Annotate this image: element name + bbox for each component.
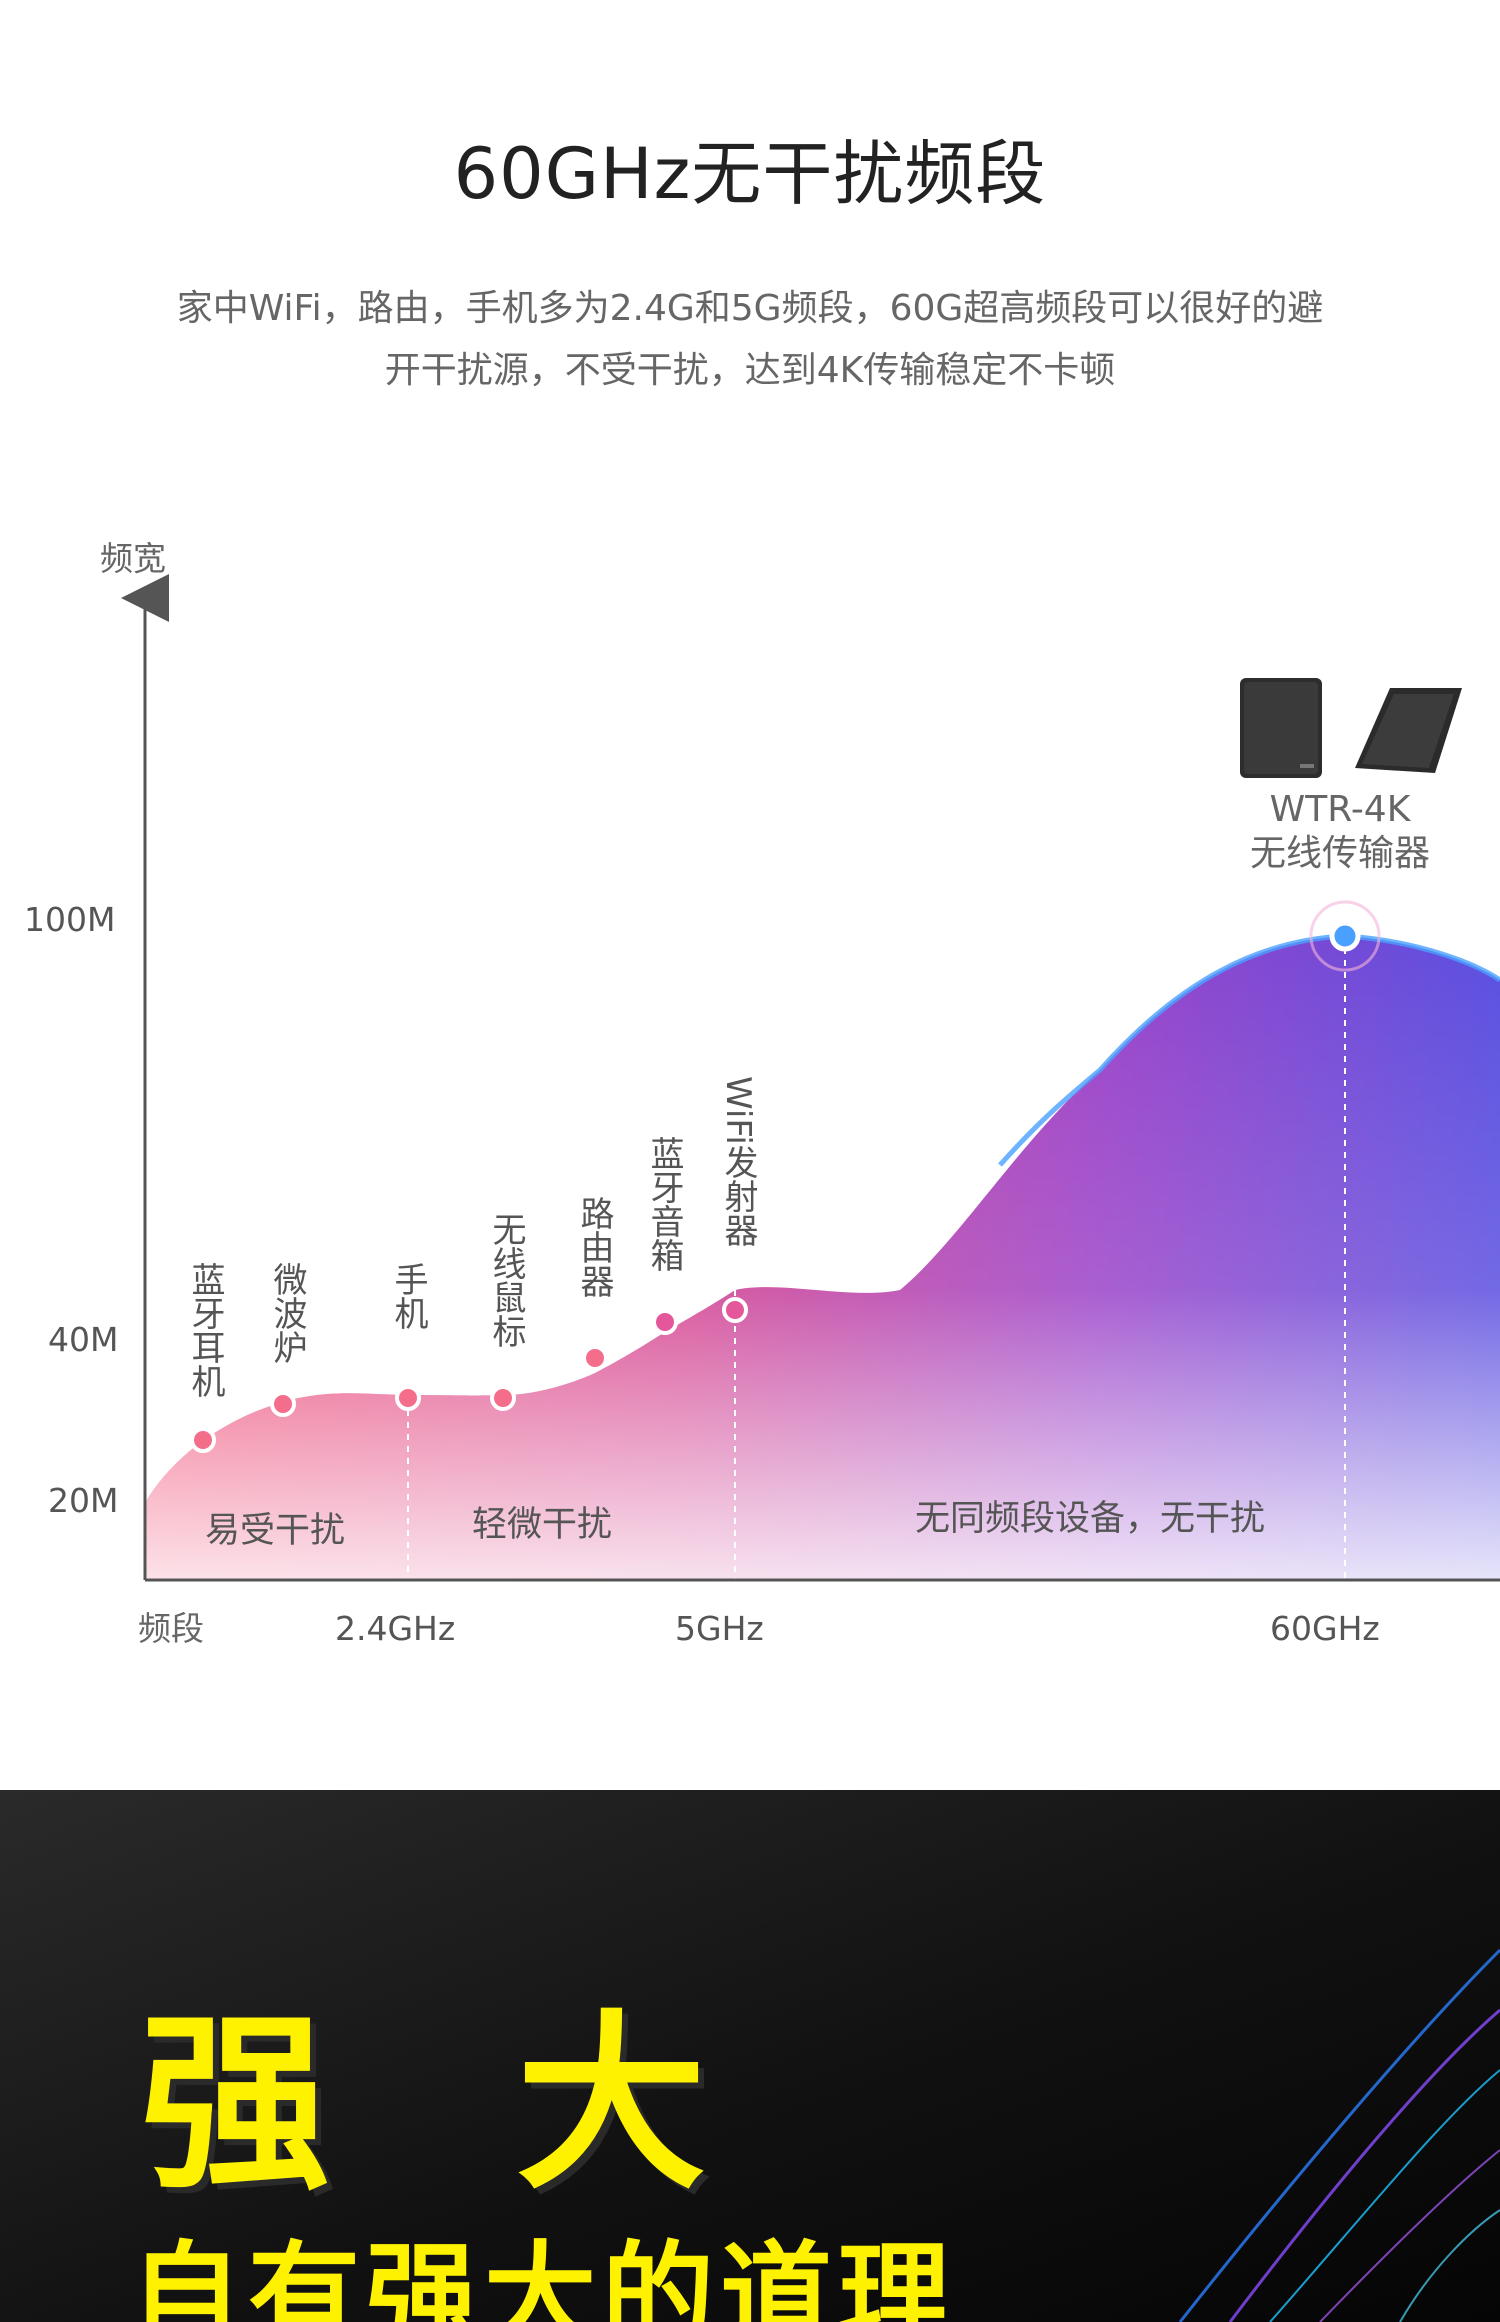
point-bluetooth-speaker	[652, 1309, 678, 1335]
point-wireless-mouse	[490, 1385, 516, 1411]
zone-label-light: 轻微干扰	[472, 1505, 612, 1545]
promo-banner: 强 大 自有强大的道理	[0, 1790, 1500, 2322]
label-bluetooth-earphone: 蓝牙耳机	[185, 1262, 225, 1398]
zone-label-heavy: 易受干扰	[205, 1511, 345, 1551]
subtitle-line-2: 开干扰源，不受干扰，达到4K传输稳定不卡顿	[384, 350, 1116, 391]
area-line	[998, 933, 1500, 1167]
page-subtitle: 家中WiFi，路由，手机多为2.4G和5G频段，60G超高频段可以很好的避 开干…	[95, 278, 1405, 402]
x-tick-5ghz: 5GHz	[675, 1609, 764, 1648]
chart-svg: 频宽 频段 100M 40M 20M 2.4GHz 5GHz 60GHz 易受干…	[24, 539, 1500, 1648]
bandwidth-chart: 频宽 频段 100M 40M 20M 2.4GHz 5GHz 60GHz 易受干…	[0, 500, 1500, 1690]
subtitle-line-1: 家中WiFi，路由，手机多为2.4G和5G频段，60G超高频段可以很好的避	[176, 288, 1324, 329]
x-axis-title: 频段	[138, 1609, 204, 1648]
label-wifi-transmitter: WiFi发射器	[718, 1076, 758, 1247]
label-microwave: 微波炉	[267, 1262, 307, 1364]
banner-title: 强 大	[140, 1994, 767, 2215]
device-name: WTR-4K	[1269, 789, 1411, 830]
y-tick-100m: 100M	[24, 900, 115, 939]
x-tick-2-4ghz: 2.4GHz	[335, 1609, 455, 1648]
banner-subtitle: 自有强大的道理	[130, 2231, 956, 2322]
label-wireless-mouse: 无线鼠标	[486, 1212, 526, 1348]
y-axis-title: 频宽	[100, 539, 166, 578]
device-desc: 无线传输器	[1249, 833, 1430, 874]
point-labels: 蓝牙耳机 微波炉 手机 无线鼠标 路由器 蓝牙音箱 WiFi发射器	[185, 1076, 758, 1398]
device-label: WTR-4K 无线传输器	[1190, 788, 1490, 876]
x-tick-60ghz: 60GHz	[1270, 1609, 1380, 1648]
point-wtr-4k	[1329, 920, 1361, 952]
point-wifi-transmitter	[722, 1297, 748, 1323]
point-wtr-4k-glow	[1309, 900, 1381, 972]
device-svg	[1240, 678, 1462, 778]
page-title: 60GHz无干扰频段	[453, 133, 1047, 215]
area-fade	[145, 936, 1500, 1580]
label-bluetooth-speaker: 蓝牙音箱	[644, 1136, 684, 1272]
y-tick-20m: 20M	[48, 1481, 118, 1520]
receiver-device-icon	[1240, 678, 1322, 778]
point-microwave	[270, 1391, 296, 1417]
device-images	[1230, 678, 1470, 788]
label-router: 路由器	[574, 1196, 614, 1298]
point-router	[582, 1345, 608, 1371]
label-phone: 手机	[388, 1262, 428, 1330]
y-tick-40m: 40M	[48, 1320, 118, 1359]
point-phone	[395, 1385, 421, 1411]
transmitter-device-icon	[1355, 688, 1462, 773]
point-bluetooth-earphone	[190, 1427, 216, 1453]
point-markers	[190, 900, 1381, 1453]
banner-decor	[1178, 1948, 1500, 2322]
zone-label-none: 无同频段设备，无干扰	[915, 1499, 1265, 1539]
